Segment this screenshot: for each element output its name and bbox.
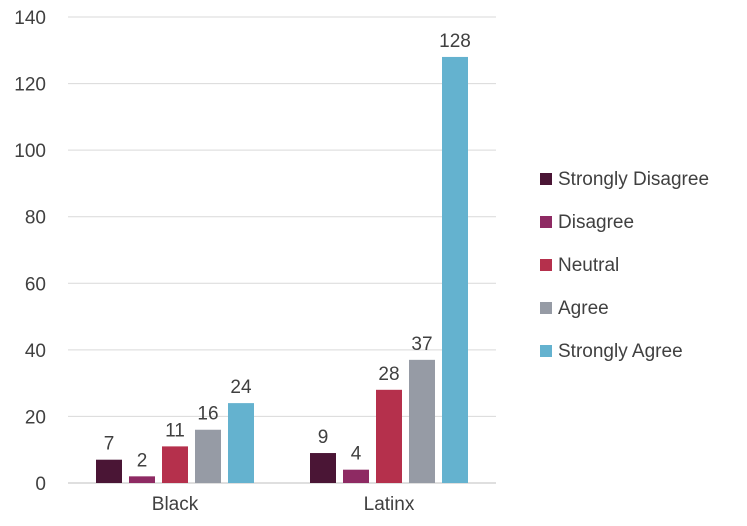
bar-disagree-black — [129, 476, 155, 483]
legend-label: Strongly Disagree — [558, 169, 709, 190]
bar-disagree-latinx — [343, 469, 369, 483]
bar-strongly-agree-black — [228, 403, 254, 483]
bar-neutral-black — [162, 446, 188, 483]
legend-label: Agree — [558, 298, 609, 319]
legend-swatch — [540, 173, 552, 185]
legend-swatch — [540, 259, 552, 271]
data-label: 2 — [137, 450, 148, 471]
legend: Strongly Disagree Disagree Neutral Agree Str… — [540, 169, 709, 362]
y-tick-label: 40 — [25, 341, 46, 362]
legend-label: Neutral — [558, 255, 619, 276]
legend-label: Strongly Agree — [558, 341, 683, 362]
y-tick-label: 60 — [25, 274, 46, 295]
data-label: 4 — [351, 444, 362, 465]
data-label: 37 — [411, 334, 432, 355]
data-label: 7 — [104, 434, 115, 455]
bar-agree-black — [195, 429, 221, 483]
y-tick-label: 0 — [35, 474, 46, 495]
legend-item: Strongly Agree — [540, 341, 683, 362]
data-label: 24 — [230, 377, 252, 398]
data-label: 16 — [197, 404, 218, 425]
legend-item: Neutral — [540, 255, 619, 276]
bar-strongly-disagree-latinx — [310, 453, 336, 483]
legend-label: Disagree — [558, 212, 634, 233]
bar-strongly-agree-latinx — [442, 56, 468, 483]
bar-neutral-latinx — [376, 389, 402, 483]
axes: 0 20 40 60 80 100 120 140 Black Latinx — [14, 8, 496, 515]
bar-strongly-disagree-black — [96, 459, 122, 483]
y-tick-label: 100 — [14, 141, 46, 162]
y-tick-label: 120 — [14, 75, 46, 96]
data-label: 128 — [439, 31, 471, 52]
legend-swatch — [540, 216, 552, 228]
y-tick-label: 80 — [25, 208, 46, 229]
data-label: 11 — [165, 420, 185, 441]
bars — [96, 56, 468, 483]
legend-swatch — [540, 302, 552, 314]
y-tick-label: 140 — [14, 8, 46, 29]
legend-item: Disagree — [540, 212, 634, 233]
bar-agree-latinx — [409, 359, 435, 483]
gridlines — [68, 16, 496, 417]
x-tick-label: Black — [152, 494, 199, 515]
y-tick-label: 20 — [25, 407, 46, 428]
data-labels: 7 2 11 16 24 9 4 28 37 128 — [104, 31, 471, 471]
legend-swatch — [540, 345, 552, 357]
legend-item: Agree — [540, 298, 609, 319]
data-label: 9 — [318, 427, 329, 448]
legend-item: Strongly Disagree — [540, 169, 709, 190]
data-label: 28 — [378, 364, 399, 385]
x-tick-label: Latinx — [364, 494, 415, 515]
